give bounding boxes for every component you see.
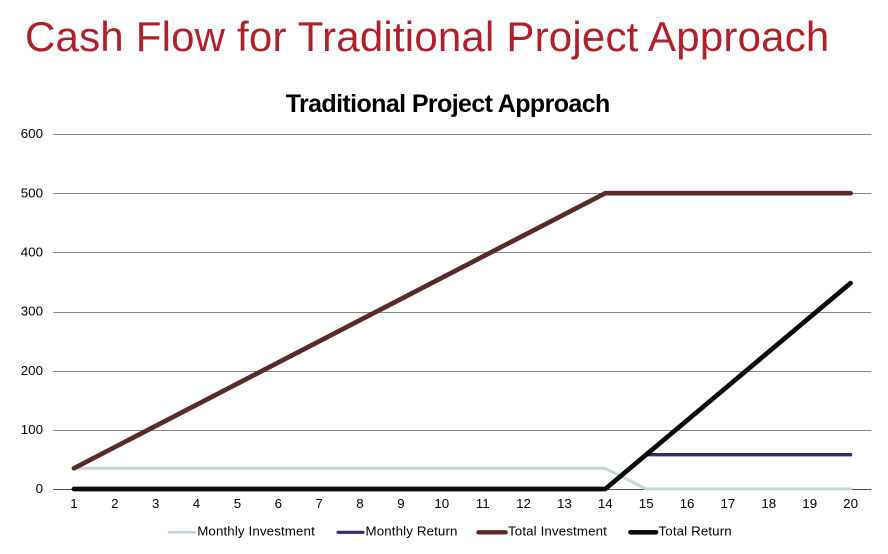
svg-text:8: 8	[356, 496, 363, 511]
svg-text:9: 9	[397, 496, 404, 511]
svg-text:3: 3	[152, 496, 159, 511]
svg-text:13: 13	[557, 496, 572, 511]
svg-text:1: 1	[70, 496, 77, 511]
svg-text:19: 19	[802, 496, 817, 511]
svg-text:12: 12	[516, 496, 531, 511]
svg-text:Total Return: Total Return	[659, 524, 732, 539]
svg-text:18: 18	[761, 496, 776, 511]
svg-text:600: 600	[21, 126, 43, 141]
svg-text:6: 6	[275, 496, 282, 511]
svg-text:15: 15	[639, 496, 654, 511]
svg-text:Total Investment: Total Investment	[508, 524, 607, 539]
svg-text:5: 5	[234, 496, 241, 511]
svg-text:4: 4	[193, 496, 201, 511]
svg-text:Cash Flow for Traditional Proj: Cash Flow for Traditional Project Approa…	[25, 13, 829, 60]
svg-text:7: 7	[315, 496, 322, 511]
svg-text:14: 14	[598, 496, 613, 511]
svg-text:400: 400	[21, 245, 43, 260]
svg-text:20: 20	[843, 496, 858, 511]
svg-text:Monthly Investment: Monthly Investment	[197, 524, 315, 539]
svg-text:300: 300	[21, 304, 43, 319]
svg-text:200: 200	[21, 363, 43, 378]
svg-text:500: 500	[21, 185, 43, 200]
svg-text:16: 16	[680, 496, 695, 511]
svg-text:17: 17	[720, 496, 735, 511]
svg-text:2: 2	[111, 496, 118, 511]
svg-text:11: 11	[476, 496, 490, 511]
svg-text:100: 100	[21, 422, 43, 437]
svg-text:10: 10	[434, 496, 449, 511]
svg-text:Monthly Return: Monthly Return	[366, 524, 458, 539]
svg-text:Traditional Project Approach: Traditional Project Approach	[286, 90, 610, 118]
svg-text:0: 0	[36, 481, 43, 496]
